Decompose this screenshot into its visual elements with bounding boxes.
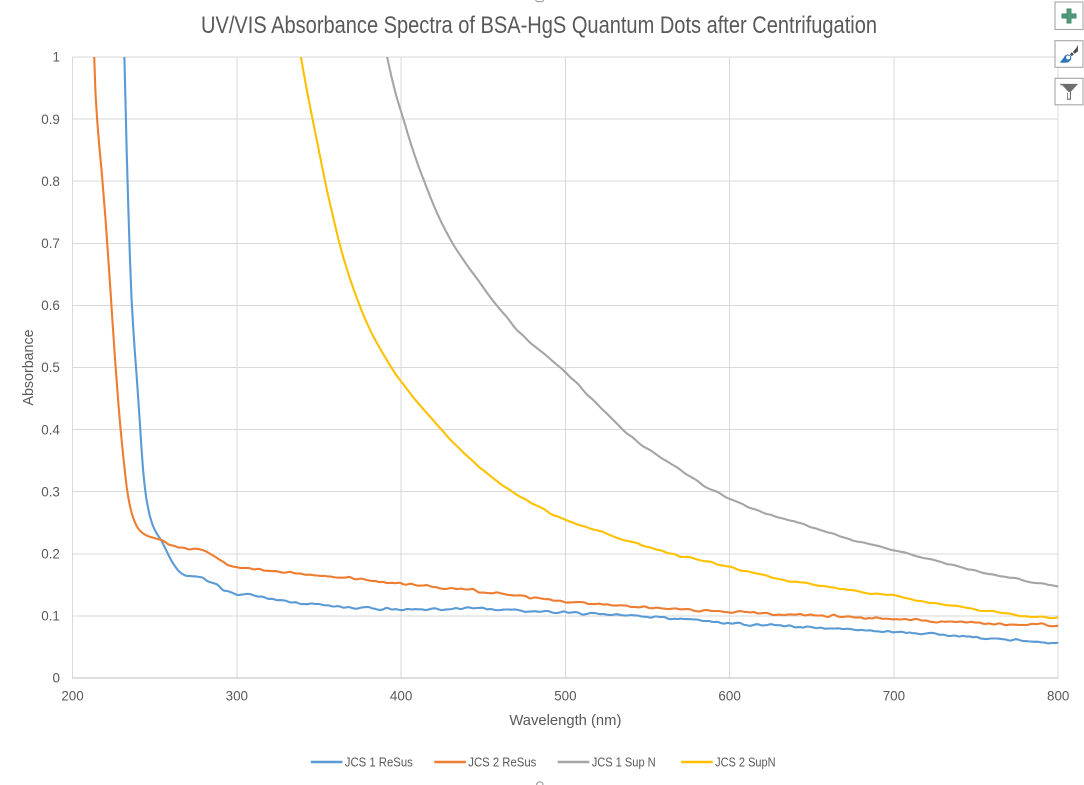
svg-text:0.8: 0.8 [41, 174, 60, 189]
svg-text:UV/VIS Absorbance Spectra of B: UV/VIS Absorbance Spectra of BSA-HgS Qua… [201, 12, 877, 39]
svg-text:JCS 1 ReSus: JCS 1 ReSus [345, 755, 413, 770]
svg-text:JCS 2 ReSus: JCS 2 ReSus [468, 755, 536, 770]
svg-text:0.2: 0.2 [41, 547, 60, 562]
svg-text:0.5: 0.5 [41, 360, 60, 375]
svg-text:800: 800 [1047, 689, 1069, 704]
svg-text:0: 0 [52, 671, 59, 686]
svg-text:0.4: 0.4 [41, 422, 60, 437]
svg-text:Wavelength (nm): Wavelength (nm) [509, 712, 621, 729]
svg-text:400: 400 [390, 689, 412, 704]
svg-text:500: 500 [554, 689, 576, 704]
svg-text:1: 1 [52, 50, 59, 65]
svg-text:0.3: 0.3 [41, 484, 60, 499]
svg-text:300: 300 [226, 689, 248, 704]
svg-text:0.6: 0.6 [41, 298, 60, 313]
svg-text:JCS 2 SupN: JCS 2 SupN [715, 755, 776, 770]
svg-text:0.9: 0.9 [41, 112, 60, 127]
svg-text:0.7: 0.7 [41, 236, 60, 251]
svg-text:700: 700 [883, 689, 905, 704]
svg-text:600: 600 [718, 689, 740, 704]
svg-text:JCS 1 Sup N: JCS 1 Sup N [592, 755, 656, 770]
svg-text:Absorbance: Absorbance [20, 330, 37, 406]
svg-text:0.1: 0.1 [41, 609, 60, 624]
svg-text:200: 200 [61, 689, 83, 704]
